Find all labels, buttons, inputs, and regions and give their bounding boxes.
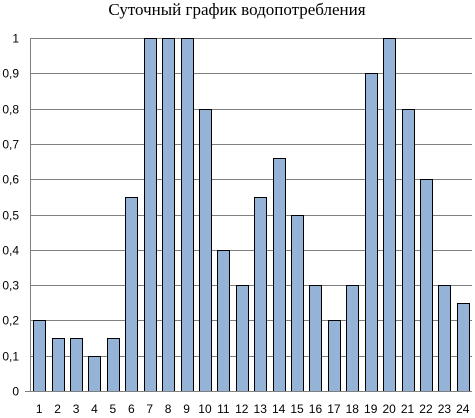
x-tick-label: 16 [309,402,323,416]
x-tick-label: 3 [73,402,80,416]
bar [438,285,451,392]
bar [254,197,267,392]
x-tick-label: 7 [146,402,153,416]
bar [309,285,322,392]
x-tick-label: 17 [327,402,341,416]
x-tick-label: 2 [54,402,61,416]
bar [144,38,157,392]
bar [107,338,120,392]
x-tick-label: 5 [110,402,117,416]
y-tick-label: 0,6 [2,173,19,187]
x-tick-label: 13 [254,402,268,416]
bar [457,303,470,392]
x-tick-label: 18 [346,402,360,416]
x-tick-label: 19 [364,402,378,416]
bar [236,285,249,392]
bar [33,320,46,392]
y-tick-label: 0,3 [2,279,19,293]
gridlines [30,38,472,357]
x-tick-label: 6 [128,402,135,416]
x-tick-label: 9 [183,402,190,416]
y-tick-label: 0,7 [2,138,19,152]
bar [125,197,138,392]
bar [88,356,101,392]
bar [181,38,194,392]
bar [199,109,212,392]
bar [420,179,433,392]
x-tick-label: 10 [198,402,212,416]
x-tick-label: 1 [36,402,43,416]
x-tick-label: 20 [382,402,396,416]
x-tick-label: 24 [456,402,470,416]
x-tick-label: 23 [438,402,452,416]
bar [162,38,175,392]
bar [402,109,415,392]
bar [346,285,359,392]
axes [25,38,472,392]
x-tick-label: 21 [401,402,415,416]
y-tick-label: 0,8 [2,103,19,117]
bar [328,320,341,392]
bar [291,215,304,392]
bar [273,158,286,392]
y-tick-label: 0,1 [2,350,19,364]
bars [33,38,470,392]
chart-title: Суточный график водопотребления [108,0,365,19]
x-tick-label: 15 [290,402,304,416]
y-tick-label: 0 [12,385,19,399]
y-tick-label: 0,5 [2,209,19,223]
x-tick-label: 14 [272,402,286,416]
y-tick-label: 0,9 [2,67,19,81]
bar [365,73,378,392]
bar [70,338,83,392]
x-tick-label: 22 [419,402,433,416]
y-tick-label: 0,4 [2,244,19,258]
x-axis-tick-labels: 1 2 3 4 5 6 7 8 9 10 11 12 13 14 15 16 17 18 19 20 21 22 23 24 [36,402,470,416]
bar [383,38,396,392]
y-tick-label: 0,2 [2,314,19,328]
x-tick-label: 12 [235,402,249,416]
x-tick-label: 4 [91,402,98,416]
y-tick-label: 1 [12,32,19,46]
x-tick-label: 11 [217,402,230,416]
x-tick-label: 8 [165,402,172,416]
y-axis-tick-labels: 0 0,1 0,2 0,3 0,4 0,5 0,6 0,7 0,8 0,9 1 [2,32,19,399]
bar [217,250,230,392]
bar [52,338,65,392]
